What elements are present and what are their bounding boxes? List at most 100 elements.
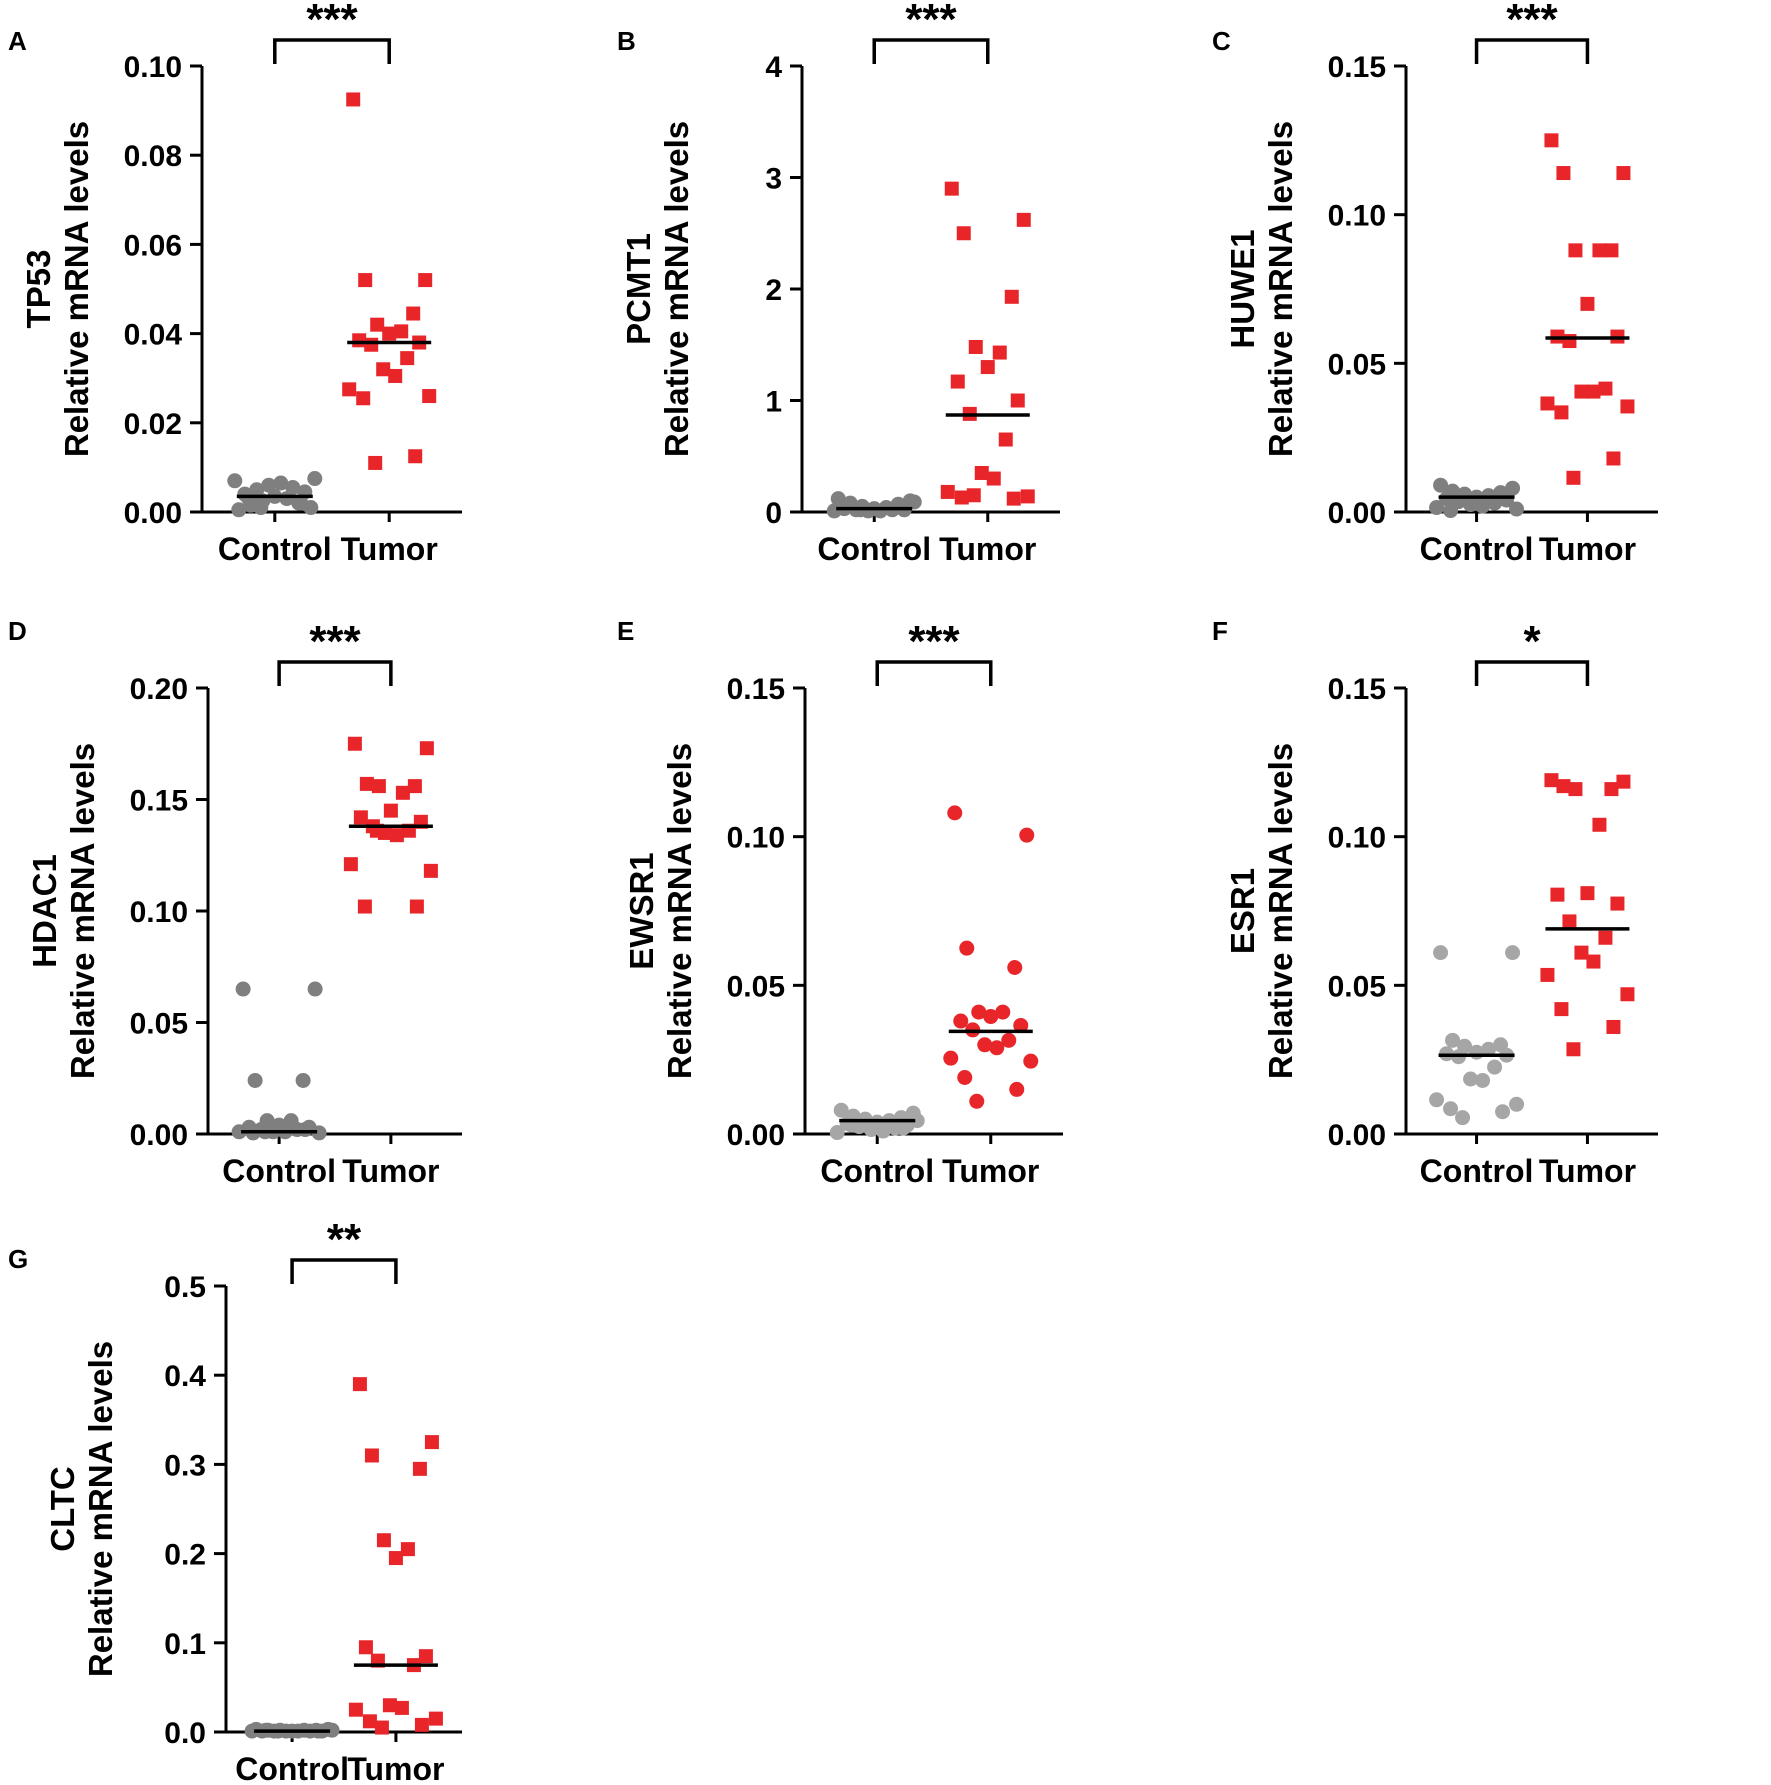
y-tick-label: 0.00 — [727, 1119, 785, 1152]
tumor-point — [1001, 1032, 1017, 1048]
tumor-point — [394, 324, 409, 339]
tumor-point — [368, 455, 383, 470]
tumor-point — [1540, 396, 1555, 411]
tumor-point — [1006, 491, 1021, 506]
tumor-point — [1016, 212, 1031, 227]
y-tick-label: 0.05 — [727, 970, 785, 1003]
significance-bracket — [872, 38, 990, 64]
tumor-point — [347, 736, 362, 751]
y-tick-label: 0.3 — [164, 1449, 206, 1482]
tumor-point — [1562, 334, 1577, 349]
tumor-point — [388, 368, 403, 383]
x-category-label-control: Control — [218, 531, 332, 567]
y-tick-label: 0.10 — [124, 51, 182, 84]
tumor-point — [342, 382, 357, 397]
tumor-point — [408, 449, 423, 464]
control-point — [1469, 1044, 1485, 1060]
tumor-point — [383, 803, 398, 818]
tumor-point — [940, 484, 955, 499]
tumor-point — [1604, 243, 1619, 258]
tumor-point — [422, 389, 437, 404]
panel-letter: D — [8, 616, 27, 646]
panel-c: C 0.00 0.05 0.10 0.15 Control Tumor HUWE1 Relati… — [1212, 0, 1658, 567]
y-tick-label: 4 — [765, 51, 782, 84]
tumor-point — [1586, 954, 1601, 969]
y-tick-label: 0.20 — [130, 673, 188, 706]
y-tick-label: 0.2 — [164, 1539, 206, 1572]
y-axis-unit-label: Relative mRNA levels — [661, 743, 698, 1079]
x-category-label-control: Control — [222, 1153, 336, 1189]
x-category-label-control: Control — [235, 1751, 349, 1785]
significance-stars: *** — [306, 0, 358, 44]
tumor-point — [1568, 782, 1583, 797]
tumor-point — [1007, 959, 1023, 975]
tumor-point — [376, 362, 391, 377]
significance-bracket — [875, 660, 993, 686]
significance-bracket — [277, 660, 393, 686]
tumor-point — [943, 1050, 959, 1066]
tumor-point — [1554, 405, 1569, 420]
tumor-point — [412, 1461, 427, 1476]
tumor-point — [969, 1093, 985, 1109]
panel-letter: E — [617, 616, 634, 646]
tumor-point — [995, 1004, 1011, 1020]
y-axis-gene-label: EWSR1 — [623, 852, 660, 969]
x-category-label-tumor: Tumor — [341, 531, 438, 567]
tumor-point — [1598, 930, 1613, 945]
y-tick-label: 0.05 — [1328, 348, 1386, 381]
tumor-point — [359, 776, 374, 791]
y-tick-label: 0.0 — [164, 1717, 206, 1750]
tumor-point — [1023, 1053, 1039, 1069]
control-point — [1495, 486, 1511, 502]
tumor-point — [966, 488, 981, 503]
x-category-label-tumor: Tumor — [942, 1153, 1039, 1189]
tumor-point — [968, 339, 983, 354]
control-point — [285, 479, 301, 495]
tumor-point — [400, 1542, 415, 1557]
y-tick-label: 0.15 — [727, 673, 785, 706]
y-axis-gene-label: ESR1 — [1224, 868, 1261, 954]
panel-letter: B — [617, 26, 636, 56]
panel-d: D 0.00 0.05 0.10 0.15 0.20 Control Tumor HDAC1 Re… — [8, 616, 462, 1189]
y-tick-label: 0.00 — [1328, 1119, 1386, 1152]
tumor-point — [418, 1649, 433, 1664]
control-point — [1463, 1071, 1479, 1087]
tumor-point — [346, 92, 361, 107]
tumor-point — [1556, 166, 1571, 181]
tumor-point — [983, 1009, 999, 1025]
tumor-point — [1580, 296, 1595, 311]
tumor-point — [1606, 1019, 1621, 1034]
tumor-point — [1620, 987, 1635, 1002]
tumor-point — [1586, 384, 1601, 399]
tumor-point — [1616, 166, 1631, 181]
panel-e: E 0.00 0.05 0.10 0.15 Control Tumor EWSR1 Relati… — [617, 616, 1063, 1189]
tumor-point — [1544, 133, 1559, 148]
control-point — [227, 473, 243, 489]
y-axis-gene-label: HUWE1 — [1224, 229, 1261, 348]
x-category-label-tumor: Tumor — [347, 1751, 444, 1785]
y-tick-label: 0.10 — [130, 896, 188, 929]
control-point — [1455, 1110, 1471, 1126]
panel-a: A 0.00 0.02 0.04 0.06 0.08 0.10 Control Tumor TP5… — [8, 0, 462, 567]
tumor-point — [1010, 393, 1025, 408]
y-tick-label: 1 — [765, 386, 782, 419]
tumor-point — [1620, 399, 1635, 414]
tumor-point — [371, 779, 386, 794]
significance-stars: *** — [908, 617, 960, 666]
tumor-point — [374, 1720, 389, 1735]
y-tick-label: 0 — [765, 497, 782, 530]
y-tick-label: 0.15 — [1328, 51, 1386, 84]
control-point — [1445, 1032, 1461, 1048]
control-point — [833, 1102, 849, 1118]
y-tick-label: 0.4 — [164, 1360, 206, 1393]
y-tick-label: 0.00 — [1328, 497, 1386, 530]
tumor-point — [1604, 782, 1619, 797]
tumor-point — [1013, 1017, 1029, 1033]
control-point — [875, 1123, 891, 1139]
x-category-label-tumor: Tumor — [939, 531, 1036, 567]
control-point — [1509, 501, 1525, 517]
tumor-point — [957, 1070, 973, 1086]
y-tick-label: 0.08 — [124, 140, 182, 173]
control-point — [247, 1072, 263, 1088]
